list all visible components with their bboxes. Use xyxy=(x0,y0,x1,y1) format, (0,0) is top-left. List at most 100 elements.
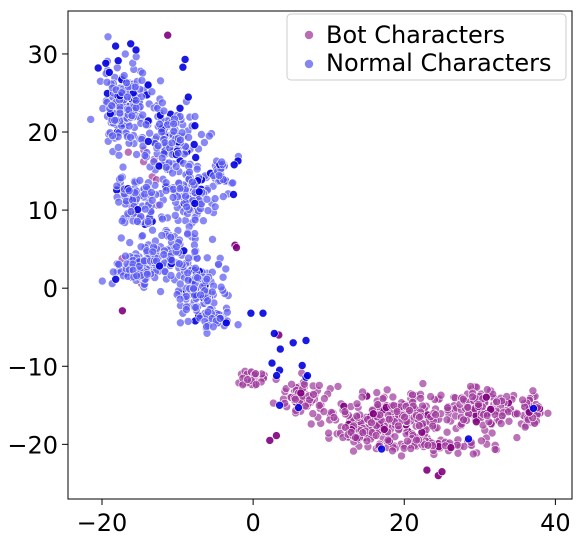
data-point-normal xyxy=(121,251,130,261)
data-point-normal xyxy=(103,32,113,42)
data-point-normal xyxy=(175,259,184,269)
data-point-bot xyxy=(487,428,497,438)
data-point-normal xyxy=(193,273,202,283)
data-point-bot xyxy=(319,407,329,416)
data-point-bot xyxy=(520,422,530,432)
data-point-normal xyxy=(202,195,212,204)
data-point-bot xyxy=(308,409,318,418)
legend-label-normal-characters: Normal Characters xyxy=(326,49,551,77)
data-point-normal xyxy=(131,45,141,55)
data-point-normal xyxy=(105,68,114,77)
data-point-normal xyxy=(111,274,120,284)
data-point-normal xyxy=(464,434,473,444)
x-tick-label: 20 xyxy=(389,509,420,537)
data-point-normal xyxy=(184,253,193,263)
data-point-bot xyxy=(528,386,538,396)
data-point-normal xyxy=(169,126,179,136)
data-point-bot xyxy=(314,381,324,390)
data-point-normal xyxy=(191,263,200,273)
data-point-normal xyxy=(140,204,150,214)
data-point-normal xyxy=(214,259,223,269)
y-tick-label: 0 xyxy=(43,275,58,303)
data-point-normal xyxy=(101,58,111,68)
data-point-bot xyxy=(340,407,350,417)
data-point-bot xyxy=(358,428,368,437)
data-point-bot xyxy=(405,406,414,415)
data-point-normal xyxy=(124,186,134,195)
data-point-bot xyxy=(492,397,502,407)
data-point-bot xyxy=(352,411,362,421)
data-point-bot xyxy=(436,390,446,400)
data-point-bot xyxy=(388,392,398,402)
data-point-normal xyxy=(155,200,165,210)
data-point-normal xyxy=(190,229,199,238)
data-point-normal xyxy=(112,181,122,191)
data-point-bot xyxy=(373,400,383,409)
data-point-normal xyxy=(117,88,127,97)
y-tick-label: 30 xyxy=(27,41,58,69)
data-point-normal xyxy=(124,121,134,131)
data-point-bot xyxy=(403,436,412,446)
data-point-normal xyxy=(148,225,157,235)
data-point-normal xyxy=(138,231,147,240)
data-point-bot xyxy=(482,411,492,420)
data-point-normal xyxy=(191,303,200,312)
data-point-normal xyxy=(158,98,167,108)
data-point-normal xyxy=(156,76,165,86)
data-point-normal xyxy=(122,78,131,88)
data-point-bot xyxy=(362,436,372,446)
data-point-normal xyxy=(183,229,192,239)
data-point-bot xyxy=(437,467,447,477)
data-point-bot xyxy=(265,436,275,445)
data-point-bot xyxy=(324,428,333,438)
data-point-normal xyxy=(171,211,180,220)
data-point-normal xyxy=(121,49,130,59)
plot-frame xyxy=(67,10,573,500)
data-point-normal xyxy=(272,371,281,380)
data-point-normal xyxy=(127,111,137,121)
data-point-normal xyxy=(215,314,225,323)
points-layer xyxy=(86,30,553,480)
data-point-normal xyxy=(222,318,231,328)
data-point-bot xyxy=(412,435,421,445)
data-point-normal xyxy=(191,153,200,162)
data-point-bot xyxy=(518,395,527,405)
data-point-bot xyxy=(416,393,425,403)
data-point-normal xyxy=(143,217,153,226)
data-point-normal xyxy=(190,215,200,225)
data-point-bot xyxy=(291,394,300,404)
data-point-bot xyxy=(458,394,468,404)
data-point-normal xyxy=(159,250,169,259)
data-point-normal xyxy=(229,160,239,170)
data-point-normal xyxy=(118,162,128,172)
data-point-normal xyxy=(208,235,217,244)
data-point-normal xyxy=(205,131,214,141)
data-point-normal xyxy=(114,259,123,269)
data-point-normal xyxy=(229,190,238,199)
data-point-normal xyxy=(233,320,243,330)
data-point-normal xyxy=(303,371,312,380)
data-point-bot xyxy=(442,427,452,437)
data-point-normal xyxy=(145,128,154,138)
data-point-normal xyxy=(138,141,148,151)
data-point-normal xyxy=(125,238,134,247)
data-point-bot xyxy=(390,432,400,442)
data-point-normal xyxy=(157,127,166,137)
data-point-normal xyxy=(196,290,205,300)
data-point-normal xyxy=(168,168,177,178)
data-point-normal xyxy=(189,284,198,293)
data-point-bot xyxy=(320,394,329,403)
data-point-bot xyxy=(406,444,416,453)
data-point-normal xyxy=(113,63,122,73)
data-point-normal xyxy=(141,120,151,129)
data-point-bot xyxy=(481,392,491,402)
y-tick-label: −10 xyxy=(7,353,58,381)
x-tick-label: 40 xyxy=(540,509,571,537)
data-point-normal xyxy=(219,192,228,201)
data-point-normal xyxy=(176,135,185,145)
data-point-bot xyxy=(124,147,133,157)
data-point-normal xyxy=(175,184,185,193)
data-point-bot xyxy=(497,411,507,421)
data-point-bot xyxy=(372,388,382,397)
data-point-bot xyxy=(243,375,252,384)
